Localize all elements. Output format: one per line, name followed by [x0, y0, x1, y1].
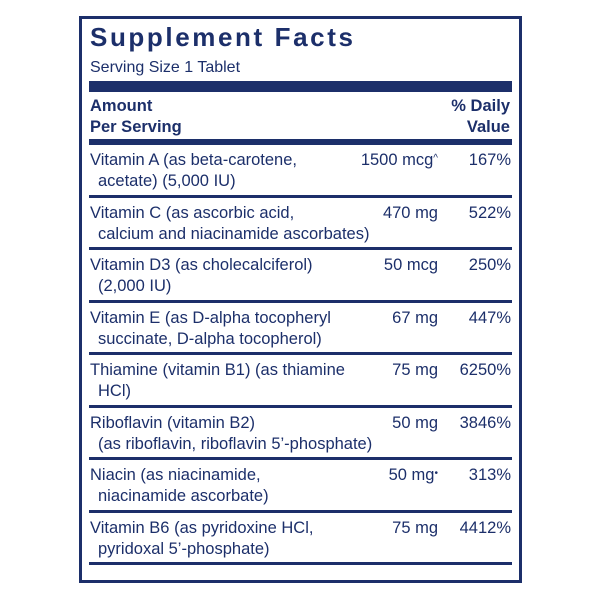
nutrient-source: (2,000 IU) [98, 277, 172, 295]
nutrient-row: Vitamin A (as beta-carotene, acetate) (5… [89, 145, 512, 198]
nutrient-description: Riboflavin (vitamin B2) (as riboflavin, … [90, 413, 372, 455]
header-divider [89, 139, 512, 145]
nutrient-description: Vitamin E (as D-alpha tocopheryl succina… [90, 308, 331, 350]
serving-size: Serving Size 1 Tablet [90, 59, 241, 76]
daily-value: 6250% [459, 361, 511, 379]
nutrient-rows: Vitamin A (as beta-carotene, acetate) (5… [89, 145, 512, 565]
nutrient-name: Thiamine (vitamin B1) (as thiamine [90, 361, 345, 379]
nutrient-row: Vitamin D3 (as cholecalciferol) (2,000 I… [89, 250, 512, 303]
nutrient-row: Thiamine (vitamin B1) (as thiamine HCl) … [89, 355, 512, 408]
dv-header-line2: Value [466, 118, 510, 136]
nutrient-name: Vitamin D3 (as cholecalciferol) [90, 256, 313, 274]
nutrient-name: Riboflavin (vitamin B2) [90, 413, 256, 432]
daily-value: 250% [468, 256, 511, 274]
panel-title: Supplement Facts [90, 22, 356, 52]
nutrient-description: Vitamin A (as beta-carotene, acetate) (5… [90, 150, 297, 192]
nutrient-description: Vitamin C (as ascorbic acid, calcium and… [90, 203, 369, 245]
nutrient-amount: 470 mg [383, 203, 438, 224]
amount-header: Amount Per Serving [90, 96, 182, 138]
nutrient-source: HCl) [98, 382, 131, 400]
nutrient-amount: 75 mg [392, 360, 438, 381]
nutrient-row: Vitamin B6 (as pyridoxine HCl, pyridoxal… [89, 513, 512, 565]
nutrient-amount: 1500 mcg^ [361, 150, 438, 171]
daily-value: 167% [468, 151, 511, 169]
amount-value: 1500 mcg [360, 151, 434, 169]
amount-value: 75 mg [392, 361, 438, 379]
nutrient-name: Niacin (as niacinamide, [90, 466, 261, 484]
nutrient-source: calcium and niacinamide ascorbates) [98, 224, 370, 243]
nutrient-amount: 50 mg• [389, 465, 438, 486]
thick-divider [89, 81, 512, 92]
nutrient-amount: 75 mg [392, 518, 438, 539]
nutrient-source: succinate, D-alpha tocopherol) [98, 329, 322, 348]
nutrient-source: (as riboflavin, riboflavin 5’-phosphate) [98, 434, 373, 453]
nutrient-description: Vitamin D3 (as cholecalciferol) (2,000 I… [90, 255, 313, 297]
nutrient-row: Niacin (as niacinamide, niacinamide asco… [89, 460, 512, 513]
daily-value: 3846% [459, 413, 511, 432]
daily-value: 522% [468, 203, 511, 222]
daily-value: 447% [468, 308, 511, 327]
nutrient-source: niacinamide ascorbate) [98, 487, 269, 505]
nutrient-amount: 50 mcg [384, 255, 438, 276]
amount-value: 50 mg [388, 466, 435, 484]
nutrient-name: Vitamin A (as beta-carotene, [90, 151, 297, 169]
nutrient-source: acetate) (5,000 IU) [98, 172, 236, 190]
nutrient-description: Thiamine (vitamin B1) (as thiamine HCl) [90, 360, 345, 402]
footnote-mark: ^ [433, 153, 438, 164]
nutrient-row: Vitamin C (as ascorbic acid, calcium and… [89, 198, 512, 250]
nutrient-name: Vitamin E (as D-alpha tocopheryl [90, 308, 331, 327]
amount-value: 50 mcg [383, 256, 438, 274]
amount-header-line2: Per Serving [90, 118, 182, 136]
amount-value: 50 mg [392, 413, 438, 432]
amount-value: 67 mg [392, 308, 438, 327]
nutrient-description: Niacin (as niacinamide, niacinamide asco… [90, 465, 269, 507]
amount-value: 470 mg [382, 203, 438, 222]
daily-value-header: % Daily Value [451, 96, 510, 138]
nutrient-amount: 50 mg [392, 413, 438, 434]
amount-header-line1: Amount [90, 97, 153, 115]
dv-header-line1: % Daily [451, 97, 510, 115]
nutrient-row: Riboflavin (vitamin B2) (as riboflavin, … [89, 408, 512, 460]
footnote-mark: • [434, 468, 438, 479]
amount-value: 75 mg [392, 518, 438, 537]
nutrient-name: Vitamin B6 (as pyridoxine HCl, [90, 518, 314, 537]
daily-value: 4412% [459, 518, 511, 537]
daily-value: 313% [468, 466, 511, 484]
nutrient-row: Vitamin E (as D-alpha tocopheryl succina… [89, 303, 512, 355]
nutrient-amount: 67 mg [392, 308, 438, 329]
nutrient-name: Vitamin C (as ascorbic acid, [90, 203, 295, 222]
supplement-facts-panel: Supplement Facts Serving Size 1 Tablet A… [79, 16, 522, 583]
column-header: Amount Per Serving % Daily Value [90, 96, 510, 138]
nutrient-source: pyridoxal 5’-phosphate) [98, 539, 270, 558]
nutrient-description: Vitamin B6 (as pyridoxine HCl, pyridoxal… [90, 518, 313, 560]
